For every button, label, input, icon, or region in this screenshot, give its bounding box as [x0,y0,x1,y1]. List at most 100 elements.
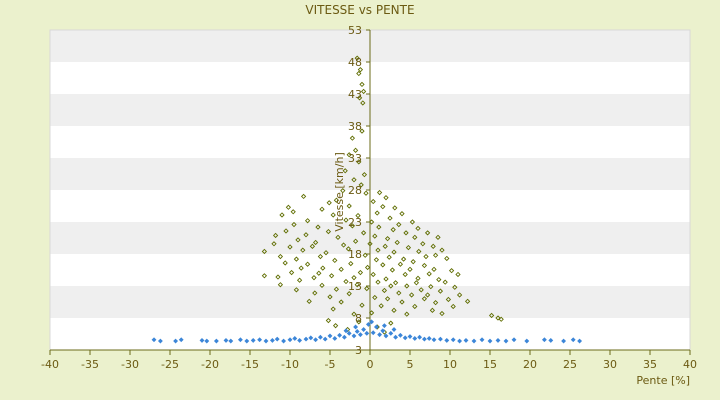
data-point [357,332,363,338]
data-point [328,273,335,279]
data-point [173,338,179,344]
data-point [495,337,501,343]
data-point [402,271,408,278]
data-point [250,337,256,343]
data-point [383,276,389,282]
data-point [223,337,229,343]
data-point [421,262,428,269]
data-point [263,338,269,344]
data-point [424,292,431,298]
x-tick-label: -30 [121,358,139,371]
data-point [356,95,363,101]
data-point [370,330,376,336]
data-point [353,324,359,330]
data-point [384,296,391,302]
data-point [376,189,383,196]
data-point [377,332,383,338]
data-point [412,234,418,240]
data-point [431,337,437,343]
data-point [295,237,301,243]
data-point [397,332,403,338]
data-point [351,177,357,183]
chart-title: VITESSE vs PENTE [305,3,414,17]
data-point [342,168,348,174]
data-point [380,204,386,210]
data-point [503,338,509,344]
data-point [426,336,432,341]
data-point [374,210,380,216]
data-point [407,334,413,339]
x-tick-label: 10 [443,358,457,371]
data-point [397,261,404,267]
data-point [524,338,530,344]
x-axis-title: Pente [%] [636,374,690,387]
data-point [354,329,360,334]
data-point [296,277,303,283]
data-point [376,224,382,230]
data-point [356,159,362,165]
data-point [450,337,456,343]
data-point [420,241,426,247]
data-point [151,337,157,343]
data-point [437,336,443,342]
data-point [369,319,375,325]
data-point [312,290,318,296]
data-point [408,292,415,298]
data-point [351,311,357,317]
data-point [319,282,325,288]
data-point [333,197,340,203]
data-point [359,81,365,88]
data-point [297,337,303,343]
data-point [378,303,384,309]
tick-labels: -40 -35 -30 -25 -20 -15 -10 -5 0 5 10 15 20 25 30 35 40 3… [41,24,697,371]
x-tick-label: -5 [325,358,336,371]
data-point [373,257,380,263]
data-point [228,338,234,344]
data-point [382,243,388,249]
data-point [346,291,352,297]
data-point [349,135,356,141]
data-point [435,234,441,240]
x-tick-label: 30 [603,358,617,371]
y-axis-title: Vitesse [km/h] [333,152,346,232]
data-point [372,233,378,239]
data-point [300,247,306,253]
data-point [277,282,284,288]
data-point [338,299,344,305]
data-point [345,246,352,252]
data-point [463,337,469,343]
data-point [330,306,336,312]
data-point [445,296,452,303]
data-point [495,315,501,321]
data-point [283,228,289,234]
data-point [450,303,456,310]
data-point [343,278,349,285]
x-tick-label: -10 [281,358,299,371]
data-point [471,338,477,344]
data-point [396,290,402,296]
data-point [363,190,369,196]
data-point [381,323,387,329]
x-tick-label: 25 [563,358,577,371]
y-tick-label: 8 [355,312,362,325]
data-point [360,230,367,236]
data-point [303,336,309,342]
data-point [548,337,554,343]
data-point [279,212,285,218]
data-point [399,299,405,305]
data-point [429,307,436,313]
data-point [340,242,347,248]
data-point [272,232,279,239]
data-point [340,188,346,194]
data-point [381,287,388,294]
data-point [373,324,379,330]
data-point [452,284,458,290]
data-point [386,254,392,260]
data-point [383,333,389,339]
data-point [393,334,399,340]
data-point [178,337,184,343]
x-tick-label: -25 [161,358,179,371]
data-point [415,275,421,281]
data-point [257,337,263,343]
